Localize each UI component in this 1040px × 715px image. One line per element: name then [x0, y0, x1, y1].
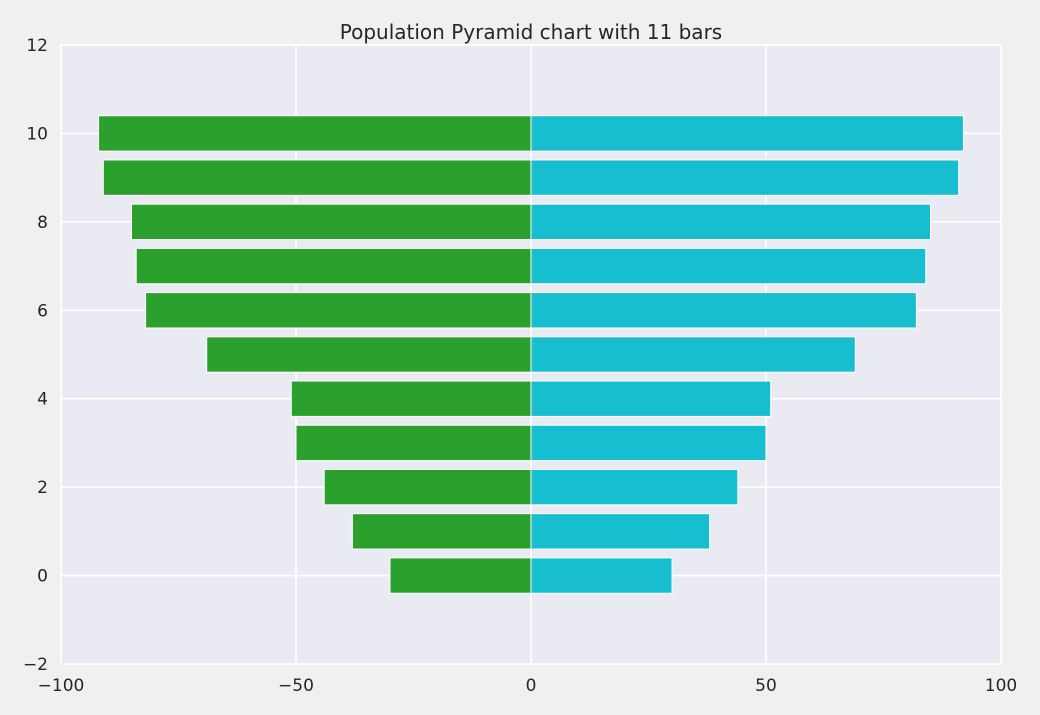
- left-bar-3: [295, 424, 532, 462]
- right-bar-3: [530, 424, 767, 462]
- left-bar-5: [206, 336, 532, 373]
- x-tick-label: −50: [278, 676, 314, 696]
- right-bar-0: [530, 557, 673, 594]
- right-bar-4: [530, 380, 772, 417]
- y-tick-label: 2: [37, 478, 48, 498]
- left-bar-10: [98, 115, 532, 152]
- x-axis-ticks: −100 −50 0 50 100: [38, 676, 1018, 696]
- y-tick-label: 4: [37, 390, 48, 410]
- x-tick-label: 0: [526, 676, 537, 696]
- bars: [98, 115, 964, 594]
- right-bar-9: [530, 159, 960, 196]
- left-bar-7: [135, 247, 532, 285]
- right-bar-5: [530, 336, 856, 373]
- x-tick-label: 50: [755, 676, 777, 696]
- chart-title: Population Pyramid chart with 11 bars: [340, 20, 722, 44]
- y-tick-label: 0: [37, 567, 48, 587]
- left-bar-8: [131, 203, 532, 241]
- left-bar-4: [290, 380, 532, 417]
- left-bar-9: [102, 159, 532, 196]
- left-bar-2: [323, 468, 532, 506]
- right-bar-1: [530, 513, 711, 550]
- right-bar-2: [530, 468, 739, 506]
- y-tick-label: −2: [23, 655, 48, 675]
- y-tick-label: 8: [37, 213, 48, 233]
- left-bar-1: [351, 513, 532, 550]
- right-bar-7: [530, 247, 927, 285]
- right-bar-6: [530, 292, 917, 329]
- x-tick-label: 100: [985, 676, 1017, 696]
- y-tick-label: 10: [26, 124, 48, 144]
- right-bar-10: [530, 115, 964, 152]
- y-tick-label: 12: [26, 36, 48, 56]
- right-bar-8: [530, 203, 931, 241]
- x-tick-label: −100: [38, 676, 85, 696]
- left-bar-0: [389, 557, 532, 594]
- left-bar-6: [145, 292, 532, 329]
- y-tick-label: 6: [37, 301, 48, 321]
- y-axis-ticks: −2 0 2 4 6 8 10 12: [23, 36, 48, 675]
